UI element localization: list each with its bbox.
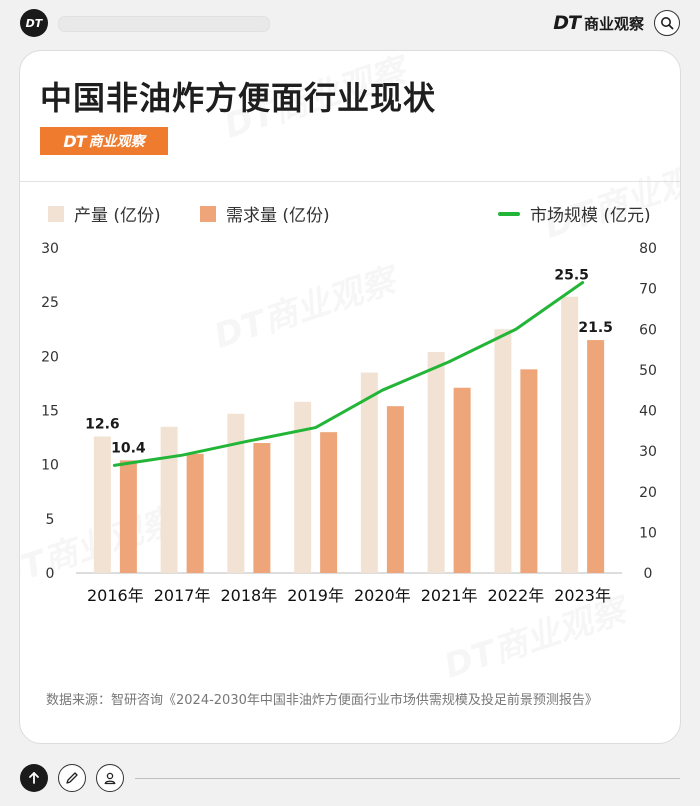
- x-category-label: 2018年: [221, 586, 278, 605]
- brand-badge-name: 商业观察: [88, 134, 145, 150]
- data-label: 21.5: [578, 320, 613, 336]
- source-note: 数据来源：智研咨询《2024-2030年中国非油炸方便面行业市场供需规模及投足前…: [46, 693, 598, 708]
- y-right-tick-label: 10: [639, 525, 657, 541]
- x-category-label: 2019年: [287, 586, 344, 605]
- app-logo[interactable]: DT: [20, 9, 48, 37]
- bar-demand: [520, 369, 538, 573]
- bar-demand: [253, 443, 271, 573]
- x-category-label: 2016年: [87, 586, 144, 605]
- y-right-tick-label: 50: [639, 363, 657, 379]
- bar-production: [160, 426, 178, 573]
- legend-item-market-size: 市场规模 (亿元): [498, 201, 651, 226]
- chart-legend: 产量 (亿份) 需求量 (亿份) 市场规模 (亿元): [20, 197, 680, 226]
- edit-button[interactable]: [58, 764, 86, 792]
- data-label: 10.4: [111, 440, 146, 456]
- title-area: 中国非油炸方便面行业现状 DT 商业观察: [20, 51, 680, 182]
- y-right-tick-label: 30: [639, 444, 657, 460]
- legend-swatch: [48, 205, 64, 222]
- y-left-tick-label: 15: [41, 404, 59, 420]
- legend-item-demand: 需求量 (亿份): [200, 201, 330, 226]
- x-category-label: 2023年: [554, 586, 611, 605]
- x-category-label: 2020年: [354, 586, 411, 605]
- legend-swatch: [498, 211, 520, 216]
- arrow-up-icon: [29, 772, 39, 784]
- y-left-tick-label: 0: [46, 566, 55, 582]
- y-right-tick-label: 70: [639, 282, 657, 298]
- scroll-top-button[interactable]: [20, 764, 48, 792]
- bar-production: [427, 352, 445, 573]
- brand-name-text: 商业观察: [583, 15, 644, 33]
- brand-dt-text: DT: [553, 12, 581, 34]
- legend-swatch: [200, 205, 216, 222]
- bar-production: [93, 436, 111, 573]
- brand-badge: DT 商业观察: [40, 127, 168, 155]
- page-title: 中国非油炸方便面行业现状: [40, 79, 437, 117]
- address-pill[interactable]: [58, 16, 270, 32]
- y-right-tick-label: 80: [639, 241, 657, 257]
- search-button[interactable]: [654, 10, 680, 36]
- bar-demand: [453, 387, 471, 573]
- legend-label: 需求量 (亿份): [226, 206, 330, 226]
- bar-demand: [587, 340, 605, 573]
- x-category-label: 2022年: [488, 586, 545, 605]
- bar-production: [360, 372, 378, 573]
- bar-production: [494, 329, 512, 573]
- pencil-icon: [66, 772, 78, 784]
- x-category-label: 2017年: [154, 586, 211, 605]
- y-left-tick-label: 25: [41, 295, 59, 311]
- line-market-size: [112, 281, 585, 467]
- user-icon: [104, 772, 116, 785]
- data-label: 12.6: [85, 417, 120, 433]
- legend-item-production: 产量 (亿份): [48, 201, 161, 226]
- bar-demand: [320, 432, 338, 573]
- bar-production: [227, 413, 245, 573]
- x-category-label: 2021年: [421, 586, 478, 605]
- top-bar: DT DT 商业观察: [0, 0, 700, 46]
- legend-label: 产量 (亿份): [74, 206, 161, 226]
- legend-label: 市场规模 (亿元): [530, 206, 651, 226]
- search-icon: [661, 17, 674, 30]
- bar-demand: [119, 460, 137, 573]
- y-left-tick-label: 30: [41, 241, 59, 257]
- y-right-tick-label: 40: [639, 404, 657, 420]
- brand-logo: DT 商业观察: [553, 12, 644, 34]
- bar-production: [294, 401, 312, 573]
- bar-demand: [386, 406, 404, 573]
- y-right-tick-label: 20: [639, 485, 657, 501]
- brand-badge-dt: DT: [63, 131, 86, 151]
- y-right-tick-label: 60: [639, 322, 657, 338]
- bottom-toolbar: [0, 760, 700, 800]
- toolbar-divider: [135, 778, 680, 779]
- y-left-tick-label: 5: [46, 512, 55, 528]
- bar-demand: [186, 453, 204, 573]
- app-logo-text: DT: [25, 16, 43, 30]
- combo-chart: 0 5 10 15 20 25 30 0 10 20 30 40 50 60 70 80 2016年 2017年 2…: [41, 241, 657, 605]
- profile-button[interactable]: [96, 764, 124, 792]
- y-left-tick-label: 10: [41, 458, 59, 474]
- y-left-tick-label: 20: [41, 349, 59, 365]
- y-right-tick-label: 0: [644, 566, 653, 582]
- data-label: 25.5: [554, 268, 589, 284]
- bar-production: [561, 296, 579, 573]
